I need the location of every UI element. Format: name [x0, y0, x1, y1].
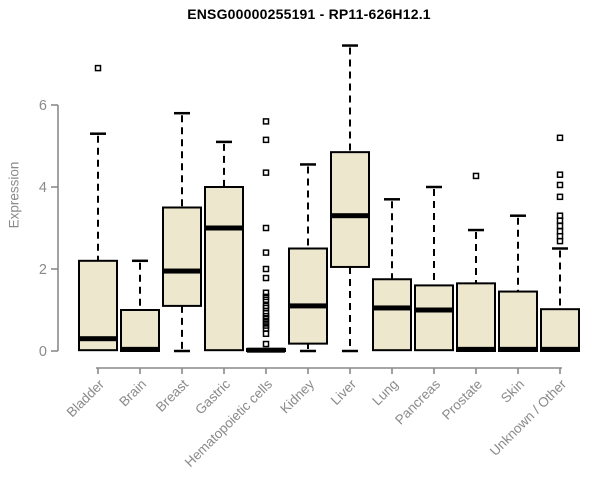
outlier-point — [262, 340, 270, 348]
x-tick-label-breast: Breast — [153, 376, 191, 414]
outlier-point — [262, 265, 270, 273]
boxplot-lung — [372, 198, 412, 352]
iqr-box — [330, 151, 370, 268]
boxplot-gastric — [204, 140, 244, 352]
outlier-point — [262, 169, 270, 176]
median-line — [289, 303, 327, 309]
x-tick-label-unknown-other: Unknown / Other — [487, 376, 570, 459]
outlier-point — [556, 134, 564, 142]
median-line — [163, 268, 201, 274]
median-line — [331, 213, 369, 219]
median-line — [415, 307, 453, 313]
boxplot-bladder — [78, 64, 118, 352]
boxplot-kidney — [288, 163, 328, 353]
outlier-point — [262, 136, 270, 144]
outlier-point — [556, 181, 564, 189]
outlier-point — [262, 330, 270, 338]
median-line — [205, 225, 243, 231]
iqr-box — [288, 247, 328, 345]
median-line — [541, 346, 579, 352]
iqr-box — [162, 206, 202, 307]
boxplot-prostate — [456, 172, 496, 353]
boxplot-breast — [162, 111, 202, 353]
x-tick-label-pancreas: Pancreas — [392, 376, 443, 427]
y-tick-label: 6 — [39, 98, 47, 114]
outlier-point — [262, 249, 270, 256]
outlier-point — [472, 172, 480, 180]
iqr-box — [540, 308, 580, 352]
y-axis: 0 2 4 6 — [39, 98, 59, 360]
median-line — [373, 305, 411, 311]
outlier-point — [262, 118, 270, 125]
x-tick-label-skin: Skin — [498, 377, 527, 406]
outlier-point — [262, 296, 270, 303]
x-tick-label-prostate: Prostate — [439, 377, 485, 423]
boxplot-pancreas — [414, 185, 454, 352]
iqr-box — [456, 282, 496, 353]
x-tick-label-brain: Brain — [116, 377, 149, 410]
outlier-point — [262, 319, 270, 326]
outlier-point — [262, 224, 270, 232]
x-tick-label-gastric: Gastric — [192, 376, 233, 417]
outlier-point — [262, 274, 270, 282]
median-line — [121, 346, 159, 352]
y-tick-label: 2 — [39, 262, 47, 278]
outlier-point — [262, 315, 270, 323]
iqr-box — [498, 290, 538, 352]
iqr-box — [414, 284, 454, 352]
y-tick-label: 0 — [39, 344, 47, 360]
chart-title: ENSG00000255191 - RP11-626H12.1 — [187, 6, 431, 22]
boxplot-skin — [498, 214, 538, 352]
outlier-point — [556, 222, 564, 230]
x-tick-label-lung: Lung — [369, 377, 401, 409]
boxplot-hematopoietic-cells — [246, 118, 286, 353]
x-tick-label-bladder: Bladder — [64, 376, 108, 420]
y-tick-label: 4 — [39, 180, 47, 196]
outlier-point — [556, 217, 564, 224]
boxplot-brain — [120, 259, 160, 352]
outlier-point — [556, 171, 564, 178]
median-line — [457, 346, 495, 352]
outlier-point — [556, 237, 564, 245]
x-tick-label-liver: Liver — [328, 376, 360, 408]
median-line — [499, 346, 537, 352]
outlier-point — [556, 193, 564, 201]
boxplot-unknown-other — [540, 134, 580, 352]
iqr-box — [78, 259, 118, 352]
outlier-point — [94, 64, 102, 72]
iqr-box — [204, 186, 244, 352]
outlier-point — [262, 289, 270, 297]
iqr-box — [120, 309, 160, 352]
x-tick-label-kidney: Kidney — [277, 376, 317, 416]
boxplot-liver — [330, 44, 370, 353]
median-line — [79, 336, 117, 342]
iqr-box — [372, 278, 412, 352]
median-line — [247, 347, 285, 353]
